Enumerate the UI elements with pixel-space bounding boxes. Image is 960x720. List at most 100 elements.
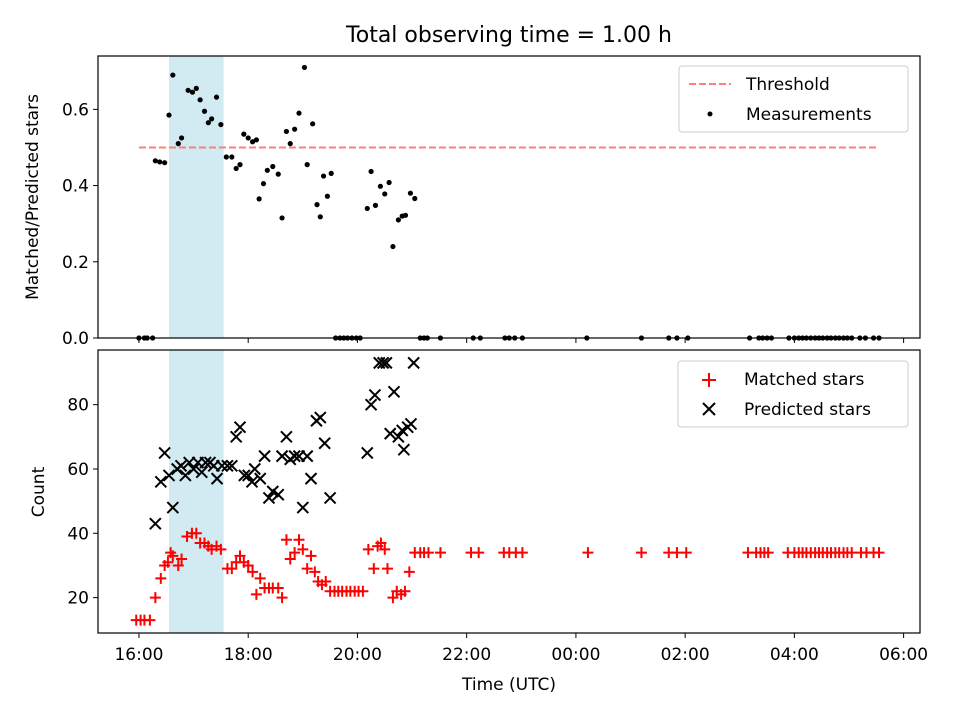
predicted-star-point [368,388,382,402]
predicted-star-point [215,459,229,472]
measurement-point [372,202,379,208]
matched-star-point [403,566,415,578]
predicted-star-point [162,469,176,482]
measurement-point [270,163,276,170]
matched-star-point [873,547,885,559]
matched-star-point [320,576,332,588]
y-tick-label: 80 [67,396,89,416]
plot-frame [97,349,921,634]
measurement-point [197,97,203,103]
predicted-star-point [149,517,162,530]
matched-stars-points [130,527,885,626]
measurement-point [328,170,334,176]
predicted-star-point [380,356,393,370]
predicted-star-point [174,459,188,472]
x-tick-label: 16:00 [114,645,163,665]
matched-star-point [250,588,262,600]
predicted-star-point [383,427,397,440]
matched-star-point [293,534,305,546]
matched-star-point [280,534,292,546]
predicted-star-point [397,443,411,456]
measurement-point [166,112,172,118]
matched-star-point [162,556,174,568]
legend-threshold-label: Threshold [745,75,830,95]
bottom-panel: 16:00 18:00 20:00 22:00 00:00 02:00 04:00 06:00… [29,349,928,695]
measurement-point [233,165,239,172]
predicted-star-point [195,465,208,479]
measurement-point [256,196,262,202]
matched-star-point [155,572,167,584]
predicted-star-point [275,449,289,463]
legend: Matched stars Predicted stars [677,360,909,428]
predicted-star-point [387,385,401,399]
measurement-point [304,162,310,168]
x-ticks: 16:00 18:00 20:00 22:00 00:00 02:00 04:00 06:00 [114,633,928,665]
y-tick-label: 40 [67,524,89,544]
measurement-point [368,168,374,175]
y-ticks: 0.0 0.2 0.4 0.6 [62,100,98,349]
y-tick-label: 20 [67,589,89,609]
predicted-star-point [323,491,337,505]
measurement-point [395,217,401,223]
matched-star-point [473,547,485,559]
measurement-point [152,158,158,164]
matched-star-point [357,585,369,597]
measurement-point [320,173,327,179]
predicted-star-point [233,420,247,434]
legend-box [677,360,909,428]
measurement-point [275,171,281,177]
matched-star-point [272,582,284,594]
measurement-point [301,64,308,71]
measurement-point [296,110,302,116]
predicted-star-point [166,501,180,514]
y-tick-label: 0.0 [62,329,89,349]
measurement-point [170,72,176,78]
measurement-point [241,131,247,137]
matched-star-point [680,547,692,559]
measurement-point [253,137,259,143]
predicted-star-point [225,459,239,472]
matched-star-point [297,543,309,555]
measurement-point [407,190,414,196]
y-tick-label: 60 [67,460,89,480]
matched-star-point [167,550,179,562]
matched-star-point [276,592,288,604]
x-tick-label: 02:00 [661,645,710,665]
measurement-point [175,141,181,147]
predicted-star-point [288,449,301,463]
matched-star-point [762,547,774,559]
matched-star-point [846,547,858,559]
matched-star-point [381,563,393,575]
measurement-point [185,87,191,93]
measurement-point [382,191,388,197]
predicted-star-point [179,469,192,482]
matched-star-point [379,543,391,555]
measurement-point [412,195,418,202]
predicted-star-point [245,475,259,489]
predicted-star-point [392,430,405,444]
matched-star-point [516,547,528,559]
predicted-star-point [407,356,420,370]
measurement-point [178,135,185,141]
y-tick-label: 0.2 [62,253,89,273]
legend-matched-swatch [702,373,716,387]
matched-star-point [362,543,374,555]
legend-matched-label: Matched stars [744,370,864,390]
measurement-point [390,243,396,250]
predicted-star-point [318,437,331,450]
predicted-star-point [199,456,212,469]
measurement-point [260,181,267,187]
legend-predicted-label: Predicted stars [744,400,871,420]
measurement-point [324,193,330,199]
predicted-star-point [248,462,261,476]
matched-star-point [305,550,317,562]
matched-star-point [301,563,313,575]
matched-star-point [582,547,594,559]
legend-predicted-swatch [702,402,716,416]
x-tick-label: 04:00 [770,645,819,665]
measurement-point [209,116,215,122]
measurement-point [218,121,224,128]
measurement-point [317,214,323,220]
matched-star-point [190,527,202,539]
measurement-point [377,183,383,189]
